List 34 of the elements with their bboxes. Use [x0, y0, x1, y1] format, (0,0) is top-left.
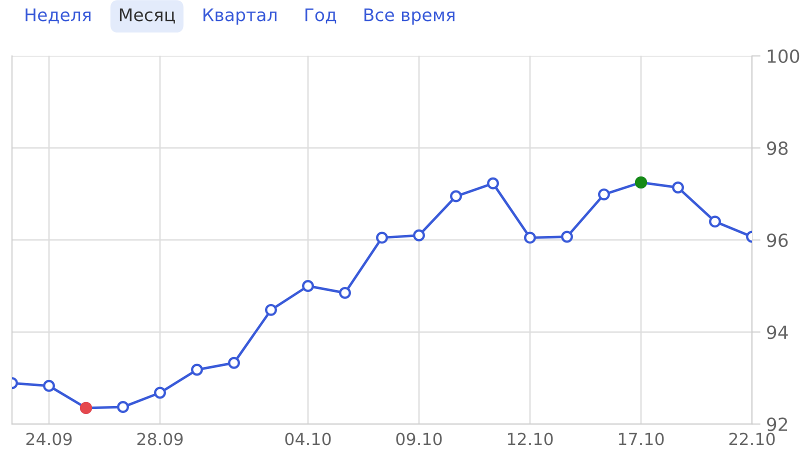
- point: [450, 190, 462, 202]
- point: [191, 364, 203, 376]
- text: Квартал: [204, 8, 276, 25]
- point: [672, 182, 684, 194]
- point: [524, 232, 536, 244]
- x-tick-label: 17.10: [618, 432, 664, 446]
- point: [709, 216, 721, 228]
- y-tick-label: 100: [768, 49, 800, 64]
- x-tick-label: 12.10: [508, 432, 553, 446]
- point: [154, 386, 166, 399]
- point: [265, 304, 277, 316]
- x-tick-label: 04.10: [285, 432, 331, 446]
- point: [561, 230, 573, 243]
- x-tick-label: 22.10: [729, 432, 775, 446]
- text: Все время: [364, 8, 454, 25]
- x-tick-label: 24.09: [26, 432, 72, 446]
- text: Год: [306, 8, 336, 24]
- y-tick-label: 94: [767, 325, 788, 340]
- point: [339, 286, 351, 299]
- y-tick-label: 92: [767, 418, 788, 432]
- text: Неделя: [26, 8, 90, 24]
- text: Месяц: [120, 8, 175, 24]
- point: [376, 232, 388, 244]
- point: [413, 229, 425, 242]
- point: [598, 188, 610, 200]
- point: [43, 380, 55, 392]
- x-tick-label: 28.09: [137, 432, 183, 446]
- y-tick-label: 98: [767, 141, 788, 156]
- y-tick-label: 96: [767, 233, 788, 248]
- point: [228, 356, 240, 369]
- point: [487, 177, 499, 190]
- x-tick-label: 09.10: [396, 432, 442, 446]
- point: [117, 401, 129, 414]
- point: [302, 280, 314, 292]
